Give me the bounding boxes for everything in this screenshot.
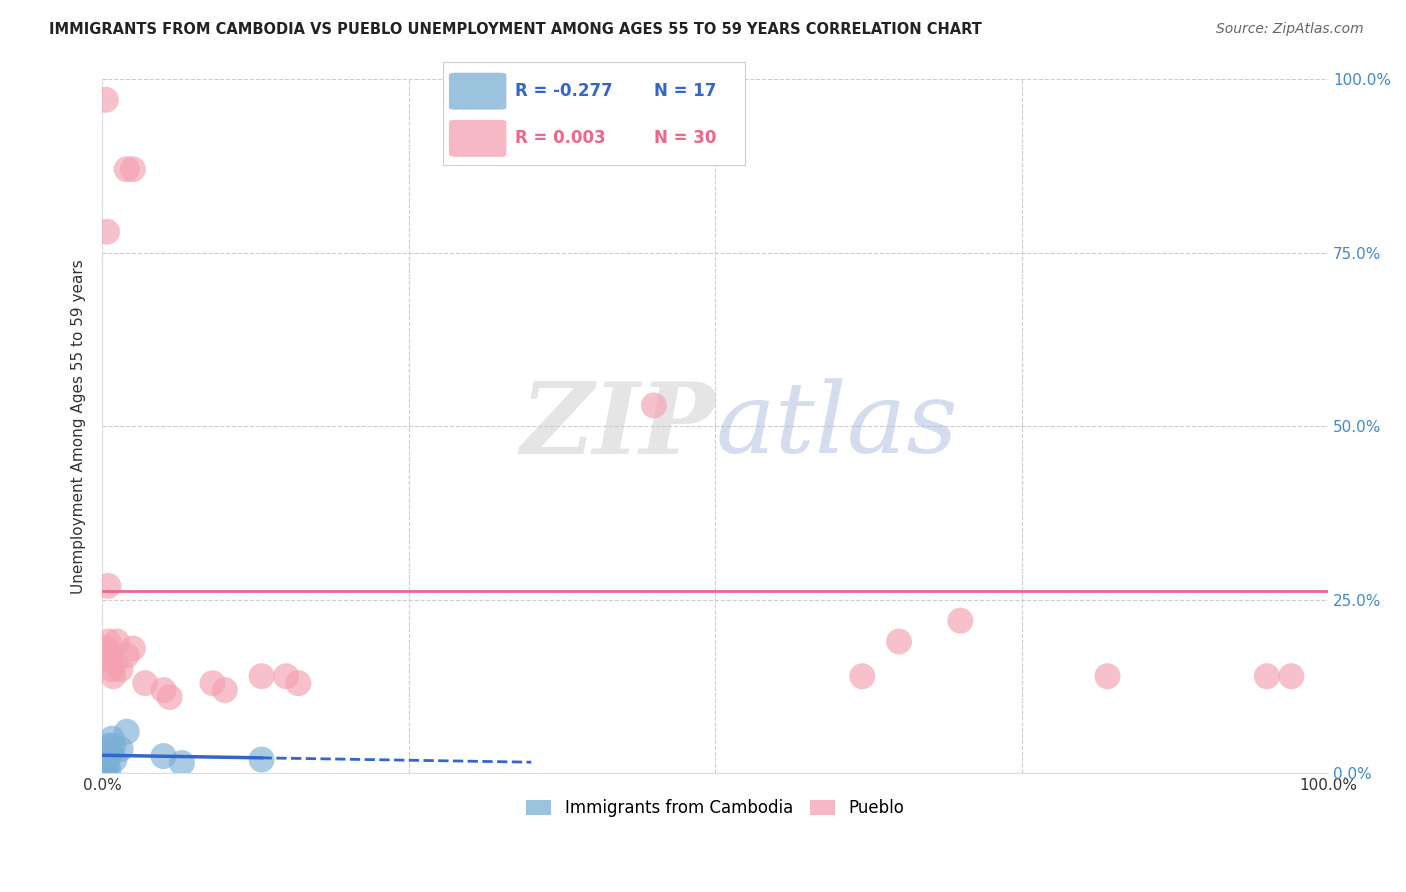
Point [103, 739, 125, 753]
Point [851, 669, 873, 683]
Point [1279, 669, 1302, 683]
Point [97, 634, 120, 648]
Point [274, 669, 297, 683]
FancyBboxPatch shape [449, 73, 506, 110]
Legend: Immigrants from Cambodia, Pueblo: Immigrants from Cambodia, Pueblo [520, 793, 911, 824]
Text: N = 30: N = 30 [655, 129, 717, 147]
FancyBboxPatch shape [449, 120, 506, 157]
Point [214, 683, 236, 698]
Point [134, 676, 156, 690]
Text: ZIP: ZIP [520, 378, 716, 475]
Y-axis label: Unemployment Among Ages 55 to 59 years: Unemployment Among Ages 55 to 59 years [72, 259, 86, 593]
Point [115, 162, 138, 177]
Point [949, 614, 972, 628]
Point [115, 648, 138, 663]
Point [643, 398, 665, 412]
Point [96, 753, 118, 767]
Point [96, 225, 118, 239]
Point [152, 683, 174, 698]
Point [250, 753, 273, 767]
Point [97, 579, 120, 593]
Point [94, 763, 117, 777]
Text: IMMIGRANTS FROM CAMBODIA VS PUEBLO UNEMPLOYMENT AMONG AGES 55 TO 59 YEARS CORREL: IMMIGRANTS FROM CAMBODIA VS PUEBLO UNEMP… [49, 22, 981, 37]
Point [110, 742, 132, 756]
Point [98, 749, 121, 764]
Point [1256, 669, 1278, 683]
Point [100, 746, 122, 760]
Point [103, 669, 125, 683]
Point [170, 756, 193, 770]
Point [105, 634, 128, 648]
Point [110, 662, 132, 676]
Point [94, 759, 117, 773]
Text: R = 0.003: R = 0.003 [516, 129, 606, 147]
Point [97, 739, 120, 753]
Point [103, 753, 125, 767]
Text: atlas: atlas [716, 378, 957, 474]
Point [94, 641, 117, 656]
Point [121, 641, 143, 656]
Point [1097, 669, 1119, 683]
Point [115, 724, 138, 739]
Point [152, 749, 174, 764]
Point [101, 731, 124, 746]
Point [94, 93, 117, 107]
Point [98, 648, 121, 663]
Text: N = 17: N = 17 [655, 82, 717, 100]
Point [93, 763, 115, 777]
Point [887, 634, 910, 648]
Point [101, 662, 124, 676]
Point [97, 763, 120, 777]
Point [103, 656, 125, 670]
Text: R = -0.277: R = -0.277 [516, 82, 613, 100]
Point [159, 690, 181, 704]
Point [96, 746, 118, 760]
Point [201, 676, 224, 690]
Point [287, 676, 309, 690]
Point [250, 669, 273, 683]
Text: Source: ZipAtlas.com: Source: ZipAtlas.com [1216, 22, 1364, 37]
Point [121, 162, 143, 177]
